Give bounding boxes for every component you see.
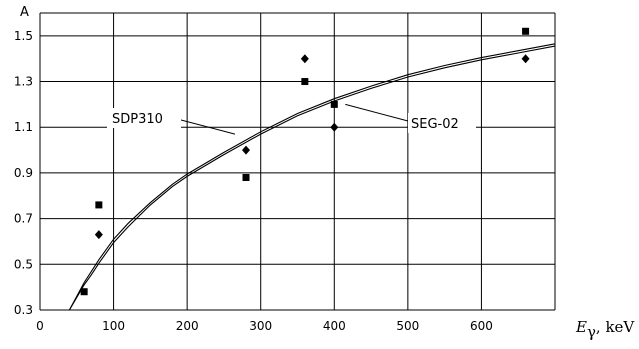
data-point-diamond (521, 54, 530, 64)
y-tick-label: 0.7 (14, 212, 33, 226)
x-axis-subscript: γ (587, 323, 596, 341)
axes (39, 12, 555, 311)
leader-line-seg02 (345, 103, 409, 122)
x-tick-label: 300 (249, 319, 272, 333)
data-point-diamond (94, 230, 103, 240)
y-tick-label: 0.9 (14, 166, 33, 180)
tick-labels: 0.3 0.5 0.7 0.9 1.1 1.3 1.5 0 100 200 300 400 500 600 (14, 29, 493, 333)
leader-line-sdp310 (180, 119, 236, 135)
y-tick-label: 1.5 (14, 29, 33, 43)
x-axis-label: Eγ, keV (575, 318, 635, 341)
y-tick-label: 1.3 (14, 75, 33, 89)
data-point-square (242, 173, 250, 181)
x-tick-label: 600 (470, 319, 493, 333)
x-tick-label: 500 (396, 319, 419, 333)
y-axis-label: A (20, 5, 29, 20)
curve-label-seg02: SEG-02 (411, 117, 459, 132)
x-axis-unit: , keV (596, 318, 636, 336)
curve-label-box-sdp310 (107, 108, 181, 128)
x-tick-label: 400 (323, 319, 346, 333)
x-tick-label: 100 (102, 319, 125, 333)
data-point-square (522, 27, 530, 35)
curves (68, 43, 556, 311)
data-point-square (80, 288, 88, 296)
data-point-diamond (330, 122, 339, 132)
x-tick-label: 200 (176, 319, 199, 333)
grid (40, 13, 556, 311)
data-points (80, 27, 530, 296)
curve-seg-02 (68, 45, 556, 311)
x-axis-symbol: E (575, 318, 587, 336)
y-tick-label: 0.5 (14, 257, 33, 271)
callouts (180, 103, 409, 135)
data-point-square (95, 201, 103, 209)
data-point-square (301, 78, 309, 86)
data-point-diamond (300, 54, 309, 64)
y-tick-label: 1.1 (14, 120, 33, 134)
y-tick-label: 0.3 (14, 303, 33, 317)
data-point-diamond (242, 145, 250, 155)
curve-label-sdp310: SDP310 (112, 112, 163, 127)
data-point-square (330, 100, 338, 108)
curve-sdp310 (68, 43, 556, 311)
curve-label-box-seg02 (408, 113, 476, 133)
x-tick-label: 0 (36, 319, 44, 333)
